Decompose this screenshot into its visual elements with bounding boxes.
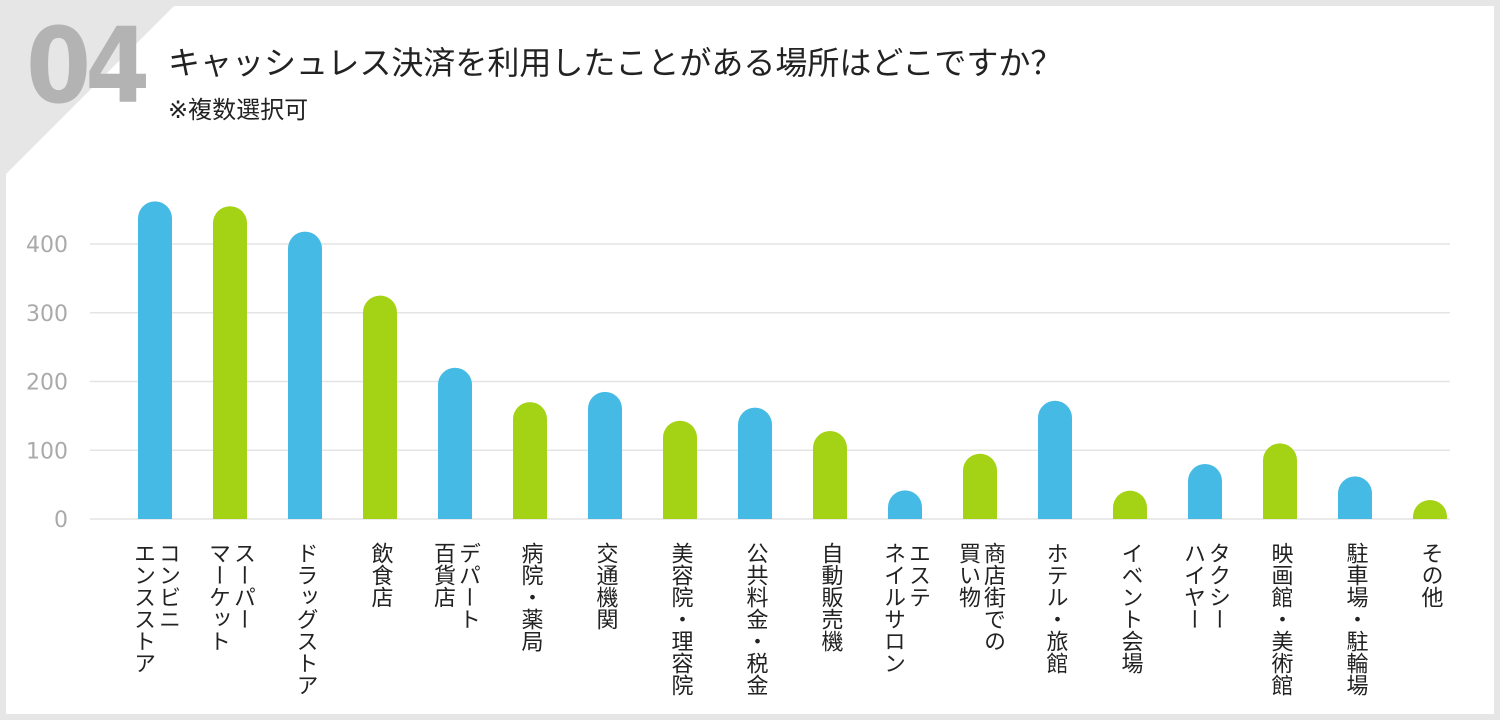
x-category-label: 飲食店 bbox=[368, 542, 394, 608]
x-category-label: イベント会場 bbox=[1118, 542, 1144, 674]
bar-18 bbox=[1413, 499, 1447, 519]
x-category-label: 映画館・美術館 bbox=[1268, 542, 1294, 696]
x-category-label: 交通機関 bbox=[593, 542, 619, 630]
bar-3 bbox=[288, 231, 322, 519]
x-category-label: スーパー bbox=[230, 542, 255, 630]
bar-4 bbox=[363, 295, 397, 519]
x-category-label: 駐車場・駐輪場 bbox=[1343, 542, 1369, 696]
x-category-label: その他 bbox=[1418, 542, 1444, 608]
bar-5 bbox=[438, 367, 472, 519]
y-tick-label: 300 bbox=[26, 302, 68, 327]
x-category-label: 百貨店 bbox=[430, 542, 456, 608]
x-category-label: コンビニ bbox=[155, 542, 180, 630]
x-category-label: 病院・薬局 bbox=[518, 542, 544, 652]
x-category-label: 公共料金・税金 bbox=[743, 542, 769, 696]
bar-2 bbox=[213, 206, 247, 519]
x-category-label: 自動販売機 bbox=[818, 542, 844, 652]
x-category-label: エステ bbox=[905, 542, 930, 608]
x-category-label: ドラッグストア bbox=[293, 542, 318, 696]
x-category-label: デパート bbox=[455, 542, 480, 630]
x-category-label: マーケット bbox=[205, 542, 230, 652]
bar-14 bbox=[1113, 490, 1147, 519]
x-category-label: ネイルサロン bbox=[880, 542, 905, 674]
question-card: 04 キャッシュレス決済を利用したことがある場所はどこですか？ ※複数選択可 0… bbox=[6, 6, 1494, 714]
x-category-label: ホテル・旅館 bbox=[1043, 542, 1069, 674]
chart-title: キャッシュレス決済を利用したことがある場所はどこですか？ bbox=[168, 44, 1063, 82]
corner-decoration bbox=[6, 6, 180, 180]
x-category-label: ハイヤー bbox=[1180, 542, 1205, 630]
bar-11 bbox=[888, 490, 922, 519]
bar-6 bbox=[513, 402, 547, 519]
y-tick-label: 200 bbox=[26, 371, 68, 396]
bar-13 bbox=[1038, 400, 1072, 519]
x-category-label: タクシー bbox=[1205, 542, 1230, 630]
bar-17 bbox=[1338, 476, 1372, 519]
x-category-label: 商店街での bbox=[980, 542, 1006, 652]
x-category-label: エンスストア bbox=[130, 542, 155, 674]
bar-8 bbox=[663, 420, 697, 519]
y-tick-label: 0 bbox=[54, 508, 68, 533]
y-tick-label: 100 bbox=[26, 439, 68, 464]
x-category-label: 買い物 bbox=[955, 542, 981, 608]
question-number: 04 bbox=[26, 6, 150, 127]
x-category-label: 美容院・理容院 bbox=[668, 542, 694, 696]
bar-16 bbox=[1263, 443, 1297, 519]
y-tick-label: 400 bbox=[26, 233, 68, 258]
bar-7 bbox=[588, 391, 622, 519]
bar-10 bbox=[813, 431, 847, 519]
bar-15 bbox=[1188, 464, 1222, 519]
bar-1 bbox=[138, 201, 172, 520]
bar-12 bbox=[963, 453, 997, 519]
chart-subtitle: ※複数選択可 bbox=[168, 96, 309, 124]
bar-9 bbox=[738, 407, 772, 519]
